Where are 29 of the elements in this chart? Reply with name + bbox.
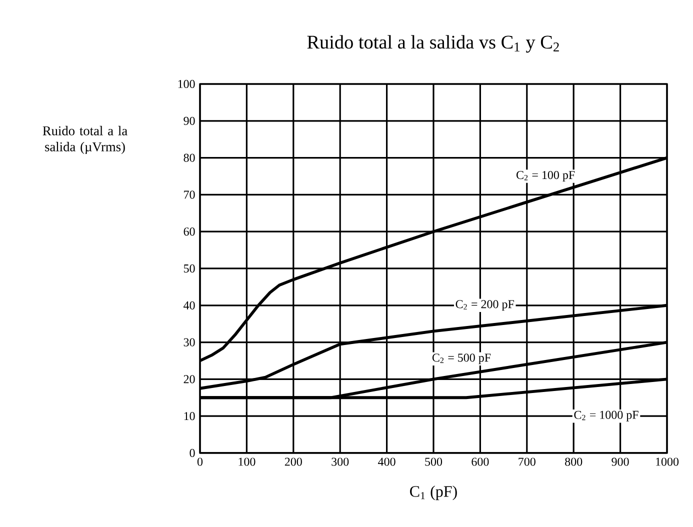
x-tick-label: 600: [472, 458, 489, 466]
x-axis-title: C$_{1}$ (pF): [410, 486, 457, 500]
x-tick-label: 400: [378, 458, 396, 466]
x-tick-label: 900: [612, 458, 629, 466]
series-label: C$_{2}$ = 100 pF: [516, 170, 575, 182]
series-label: C$_{2}$ = 200 pF: [456, 300, 514, 311]
y-tick-label: 80: [184, 154, 195, 162]
y-tick-label: 30: [184, 338, 195, 346]
y-tick-label: 60: [184, 228, 195, 236]
x-tick-label: 500: [425, 458, 442, 466]
x-tick-label: 800: [565, 458, 582, 466]
y-tick-label: 20: [184, 375, 195, 384]
x-tick-label: 300: [332, 458, 349, 466]
x-tick-label: 100: [238, 458, 256, 466]
series-label: C$_{2}$ = 500 pF: [432, 354, 491, 364]
x-tick-label: 0: [197, 458, 203, 466]
y-tick-label: 100: [178, 80, 195, 88]
x-tick-label: 700: [518, 458, 536, 466]
y-tick-label: 0: [190, 448, 195, 458]
y-tick-label: 90: [184, 116, 195, 125]
y-tick-label: 10: [184, 412, 195, 420]
y-tick-label: 50: [184, 264, 195, 273]
y-tick-label: 40: [184, 301, 195, 310]
x-tick-label: 200: [284, 458, 302, 466]
series-label: C$_{2}$ = 1000 pF: [574, 410, 638, 422]
chart-title: Ruido total a la salida vs C$_{1}$ y C$_{2}$: [307, 35, 559, 53]
x-tick-label: 1000: [656, 458, 679, 466]
y-tick-label: 70: [184, 190, 195, 199]
y-axis-title: Ruido total a la salida (µVrms): [42, 126, 128, 154]
